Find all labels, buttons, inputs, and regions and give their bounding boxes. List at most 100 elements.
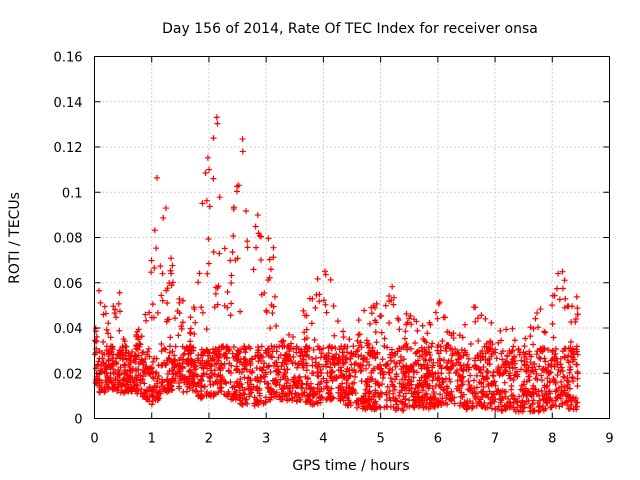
data-point xyxy=(309,362,316,369)
data-point xyxy=(552,402,559,409)
data-point xyxy=(439,338,446,345)
data-point xyxy=(379,381,386,388)
data-point xyxy=(473,372,480,379)
data-point xyxy=(124,387,131,394)
data-point xyxy=(485,344,492,351)
data-point xyxy=(180,356,187,363)
data-point xyxy=(488,319,495,326)
data-point xyxy=(192,363,199,370)
data-point xyxy=(531,408,538,415)
data-point xyxy=(210,135,217,142)
data-point xyxy=(426,370,433,377)
data-point xyxy=(94,361,101,368)
data-point xyxy=(237,376,244,383)
data-point xyxy=(285,376,292,383)
data-point xyxy=(135,334,142,341)
data-point xyxy=(434,315,441,322)
data-point xyxy=(257,256,264,263)
data-point xyxy=(323,396,330,403)
data-point xyxy=(458,346,465,353)
data-point xyxy=(455,372,462,379)
data-point xyxy=(255,346,262,353)
data-point xyxy=(490,373,497,380)
data-point xyxy=(410,367,417,374)
y-tick-label: 0.08 xyxy=(54,232,83,247)
data-point xyxy=(471,385,478,392)
data-point xyxy=(280,374,287,381)
data-point xyxy=(413,390,420,397)
data-point xyxy=(393,401,400,408)
data-point xyxy=(304,392,311,399)
data-point xyxy=(215,389,222,396)
data-point xyxy=(480,384,487,391)
data-point xyxy=(463,405,470,412)
data-point xyxy=(551,377,558,384)
data-point xyxy=(373,339,380,346)
data-point xyxy=(511,360,518,367)
data-point xyxy=(557,355,564,362)
data-point xyxy=(561,304,568,311)
data-point xyxy=(521,361,528,368)
data-point xyxy=(389,352,396,359)
data-point xyxy=(458,375,465,382)
data-point xyxy=(141,367,148,374)
data-point xyxy=(169,358,176,365)
data-point xyxy=(322,301,329,308)
data-point xyxy=(354,404,361,411)
data-point xyxy=(244,379,251,386)
data-point xyxy=(265,235,272,242)
data-point xyxy=(483,391,490,398)
data-point xyxy=(203,326,210,333)
y-tick-label: 0.04 xyxy=(54,322,83,337)
data-point xyxy=(430,359,437,366)
data-point xyxy=(514,398,521,405)
data-point xyxy=(440,386,447,393)
data-point xyxy=(404,380,411,387)
data-point xyxy=(401,335,408,342)
data-point xyxy=(228,272,235,279)
data-point xyxy=(169,367,176,374)
data-point xyxy=(117,350,124,357)
data-point xyxy=(110,386,117,393)
data-point xyxy=(340,397,347,404)
data-point xyxy=(230,343,237,350)
data-point xyxy=(361,307,368,314)
data-point xyxy=(415,357,422,364)
data-point xyxy=(214,120,221,127)
data-point xyxy=(283,352,290,359)
data-point xyxy=(339,380,346,387)
data-point xyxy=(385,369,392,376)
data-point xyxy=(96,382,103,389)
data-point xyxy=(360,393,367,400)
data-point xyxy=(134,382,141,389)
data-point xyxy=(287,345,294,352)
data-point xyxy=(283,380,290,387)
data-point xyxy=(195,352,202,359)
data-point xyxy=(375,381,382,388)
data-point xyxy=(499,407,506,414)
data-point xyxy=(303,312,310,319)
data-point xyxy=(530,397,537,404)
data-point xyxy=(323,356,330,363)
data-point xyxy=(216,250,223,257)
data-point xyxy=(465,355,472,362)
data-point xyxy=(175,369,182,376)
data-point xyxy=(483,368,490,375)
data-point xyxy=(376,394,383,401)
data-point xyxy=(306,344,313,351)
data-point xyxy=(526,348,533,355)
data-point xyxy=(142,311,149,318)
data-point xyxy=(156,388,163,395)
data-point xyxy=(551,353,558,360)
data-point xyxy=(124,378,131,385)
data-point xyxy=(298,384,305,391)
data-point xyxy=(444,359,451,366)
data-point xyxy=(432,309,439,316)
data-point xyxy=(359,403,366,410)
data-point xyxy=(439,395,446,402)
data-point xyxy=(509,365,516,372)
data-point xyxy=(470,377,477,384)
data-point xyxy=(390,301,397,308)
data-point xyxy=(311,401,318,408)
data-point xyxy=(148,401,155,408)
